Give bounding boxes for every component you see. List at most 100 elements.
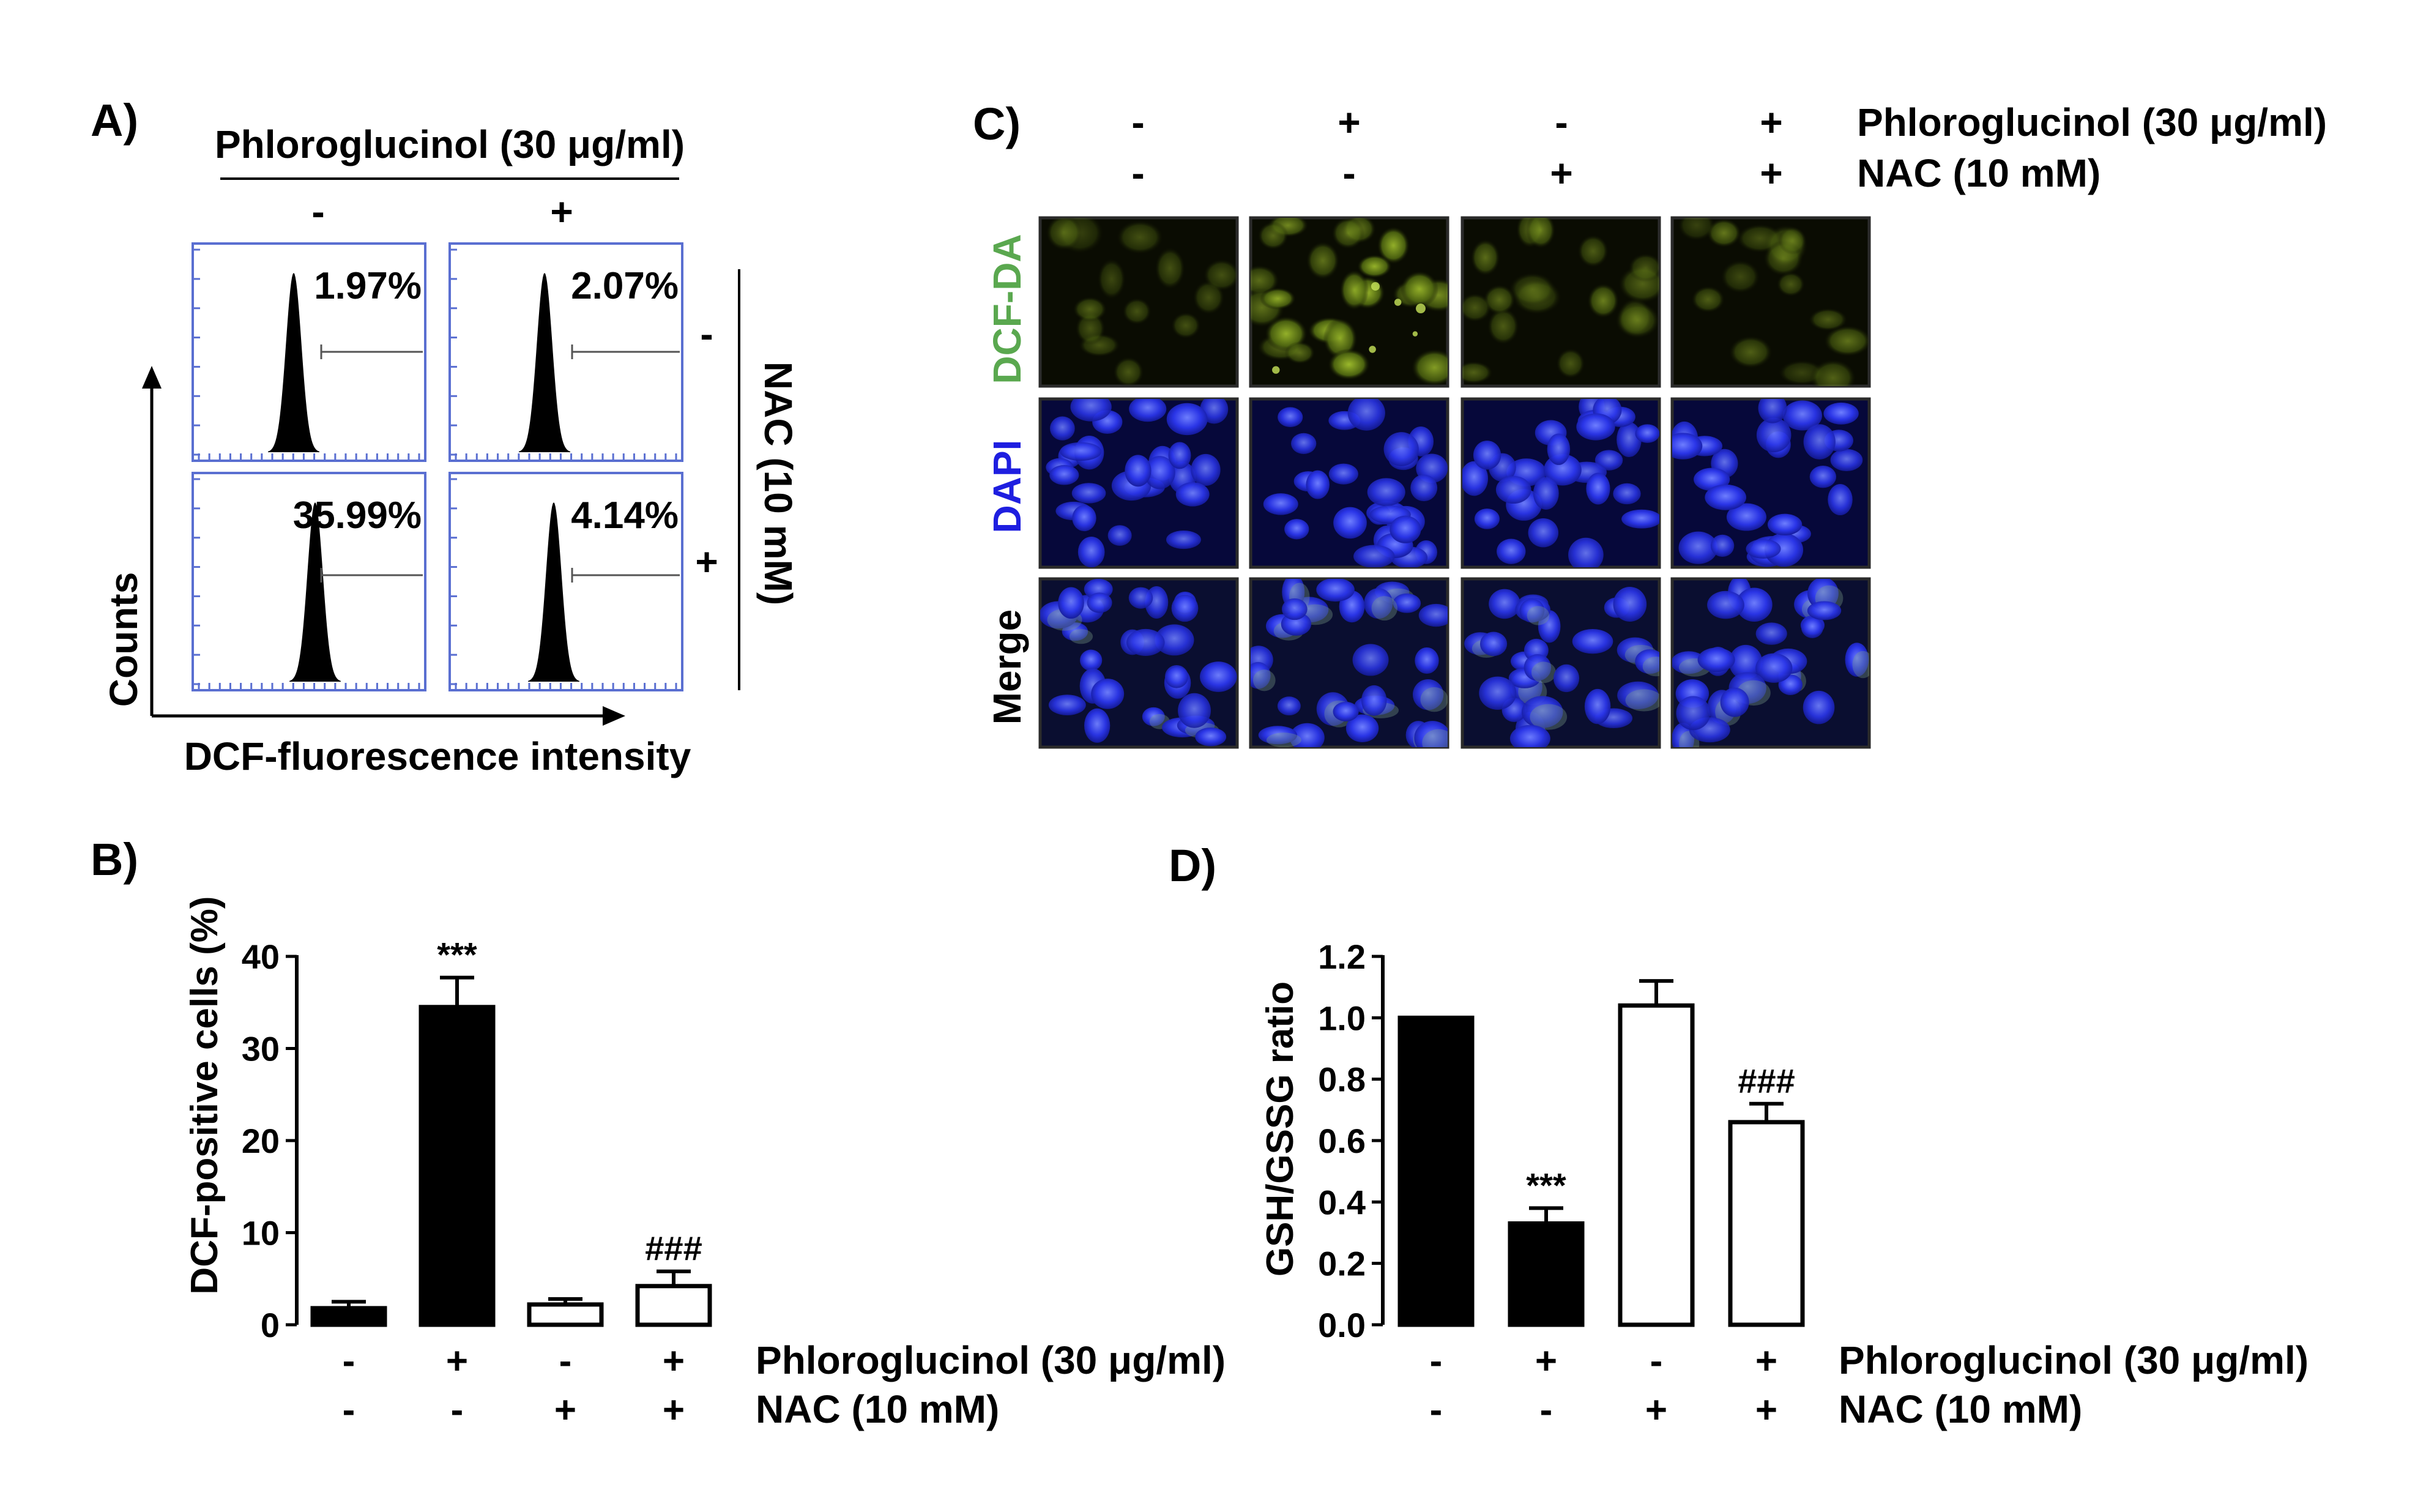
- dapi-nucleus: [1728, 644, 1763, 680]
- dapi-nucleus: [1576, 413, 1615, 441]
- micro-image: [1249, 216, 1449, 388]
- dcf-cell: [1508, 272, 1557, 307]
- dapi-nucleus: [1125, 455, 1152, 487]
- dcf-cell: [1400, 270, 1439, 308]
- dcf-cell: [1356, 254, 1392, 278]
- chart-b-phloro-label: Phloroglucinol (30 μg/ml): [756, 1338, 1226, 1382]
- micro-image: [1249, 577, 1449, 749]
- dapi-nucleus: [1281, 598, 1308, 620]
- dcf-cell: [1116, 220, 1164, 255]
- dapi-nucleus: [1289, 723, 1325, 747]
- dcf-cell: [1328, 348, 1371, 381]
- merge-overlay: [1266, 732, 1301, 747]
- dapi-nucleus: [1489, 589, 1520, 619]
- dapi-nucleus: [1697, 647, 1735, 672]
- dapi-nucleus: [1071, 483, 1106, 504]
- flow-row-sign-1: -: [700, 312, 713, 356]
- dapi-nucleus: [1479, 631, 1508, 657]
- dapi-nucleus: [1291, 433, 1317, 454]
- dapi-nucleus: [1128, 587, 1153, 609]
- micro-phloro-sign-4: +: [1760, 100, 1782, 144]
- flow-peak: [268, 273, 319, 452]
- dcf-cell: [1615, 302, 1659, 339]
- micro-image-content: [1464, 587, 1659, 747]
- phloro-sign: -: [343, 1340, 355, 1382]
- dapi-nucleus: [1621, 509, 1659, 529]
- dapi-nucleus: [1347, 399, 1385, 431]
- nac-sign: -: [1540, 1389, 1553, 1431]
- chart-b-ylabel: DCF-positive cells (%): [184, 896, 226, 1294]
- phloro-sign: -: [559, 1340, 572, 1382]
- micro-image: [1460, 577, 1661, 749]
- dapi-nucleus: [1418, 603, 1448, 627]
- nac-sign: +: [554, 1389, 576, 1431]
- merge-overlay: [1422, 729, 1448, 747]
- significance-label: ***: [1526, 1166, 1566, 1204]
- dapi-nucleus: [1144, 456, 1175, 490]
- flow-col-sign-2: +: [550, 190, 573, 234]
- dapi-nucleus: [1091, 679, 1125, 709]
- dcf-bright-spot: [1272, 366, 1280, 374]
- chart-d-nac-label: NAC (10 mM): [1839, 1387, 2082, 1431]
- chart-d: 0.0 0.2 0.4 0.6 0.8 1.0 1.2 - - *** + - - + ### + +: [1318, 937, 1805, 1431]
- dapi-nucleus: [1807, 601, 1842, 620]
- panel-b-label: B): [91, 834, 138, 885]
- nac-sign: +: [1645, 1389, 1667, 1431]
- panel-c-label: C): [973, 99, 1021, 149]
- dapi-nucleus: [1166, 530, 1201, 549]
- phloro-sign: -: [1430, 1340, 1443, 1382]
- dcf-bright-spot: [1371, 281, 1380, 291]
- flow-y-arrowhead: [142, 366, 162, 389]
- dcf-cell: [1776, 272, 1806, 297]
- nac-sign: -: [343, 1389, 355, 1431]
- flow-x-axis-label: DCF-fluorescence intensity: [184, 734, 691, 778]
- dapi-nucleus: [1617, 681, 1659, 709]
- dcf-cell: [1257, 222, 1289, 250]
- flow-histogram: 35.99%: [192, 472, 426, 691]
- micro-images: [1038, 216, 1871, 749]
- phloro-sign: +: [663, 1340, 685, 1382]
- dapi-nucleus: [1328, 463, 1358, 485]
- merge-overlay: [1252, 669, 1276, 691]
- dapi-nucleus: [1547, 433, 1571, 465]
- dapi-nucleus: [1175, 482, 1210, 507]
- merge-overlay: [1852, 650, 1869, 679]
- dapi-nucleus: [1568, 537, 1604, 567]
- dapi-nucleus: [1479, 676, 1517, 710]
- dapi-nucleus: [1473, 441, 1501, 470]
- micro-image: [1038, 397, 1239, 569]
- dapi-nucleus: [1284, 519, 1309, 540]
- dapi-nucleus: [1635, 424, 1659, 443]
- micro-image: [1670, 216, 1871, 388]
- dapi-nucleus: [1710, 534, 1735, 557]
- dapi-nucleus: [1572, 628, 1613, 654]
- dapi-nucleus: [1736, 587, 1773, 622]
- dcf-cell: [1778, 226, 1807, 255]
- dcf-cell: [1203, 259, 1237, 291]
- micro-image-content: [1251, 218, 1448, 386]
- micro-row-label-dapi: DAPI: [985, 440, 1029, 534]
- dapi-nucleus: [1497, 538, 1526, 564]
- dapi-nucleus: [1345, 714, 1379, 743]
- dapi-nucleus: [1049, 416, 1075, 441]
- dapi-nucleus: [1200, 661, 1237, 692]
- bar: [527, 1302, 604, 1327]
- dapi-nucleus: [1412, 679, 1444, 710]
- bar: [1728, 1120, 1805, 1327]
- chart-d-phloro-label: Phloroglucinol (30 μg/ml): [1839, 1338, 2309, 1382]
- dapi-nucleus: [1746, 538, 1781, 559]
- flow-histogram: 4.14%: [448, 472, 683, 691]
- dapi-nucleus: [1352, 644, 1389, 676]
- dapi-nucleus: [1803, 690, 1835, 724]
- dapi-nucleus: [1521, 696, 1563, 728]
- dcf-cell: [1462, 292, 1492, 322]
- flow-percentage: 4.14%: [571, 494, 679, 537]
- dcf-cell: [1577, 234, 1609, 268]
- flow-x-arrowhead: [603, 706, 625, 726]
- micro-image: [1038, 216, 1239, 388]
- panel-a: A) Phloroglucinol (30 μg/ml) - + 1.97% 2.…: [91, 95, 800, 778]
- dapi-nucleus: [1613, 483, 1641, 505]
- micro-image-content: [1462, 399, 1659, 567]
- dcf-cell: [1677, 218, 1716, 241]
- dapi-nucleus: [1830, 449, 1863, 471]
